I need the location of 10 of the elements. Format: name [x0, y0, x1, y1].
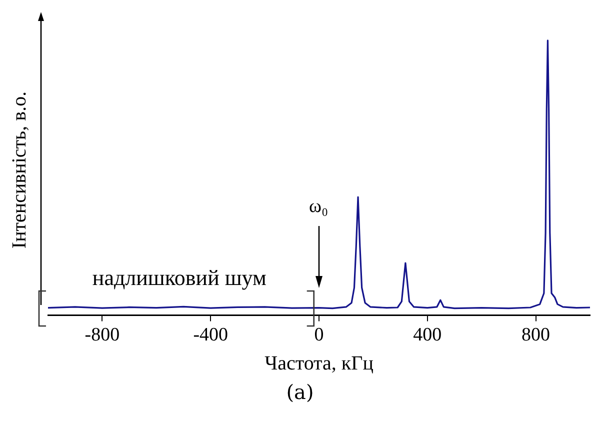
y-axis-title: Інтенсивність, в.о. [8, 91, 32, 248]
x-tick-label: 400 [413, 324, 442, 346]
x-tick-label: -400 [193, 324, 228, 346]
x-axis-title: Частота, кГц [264, 352, 374, 374]
x-tick-label: -800 [84, 324, 120, 346]
x-tick-label: 800 [522, 324, 550, 346]
annotation: надлишковий шум [92, 265, 266, 292]
x-tick-label: 0 [314, 324, 324, 346]
text: (a) [285, 380, 315, 404]
annotation: ω₀ [309, 196, 328, 218]
